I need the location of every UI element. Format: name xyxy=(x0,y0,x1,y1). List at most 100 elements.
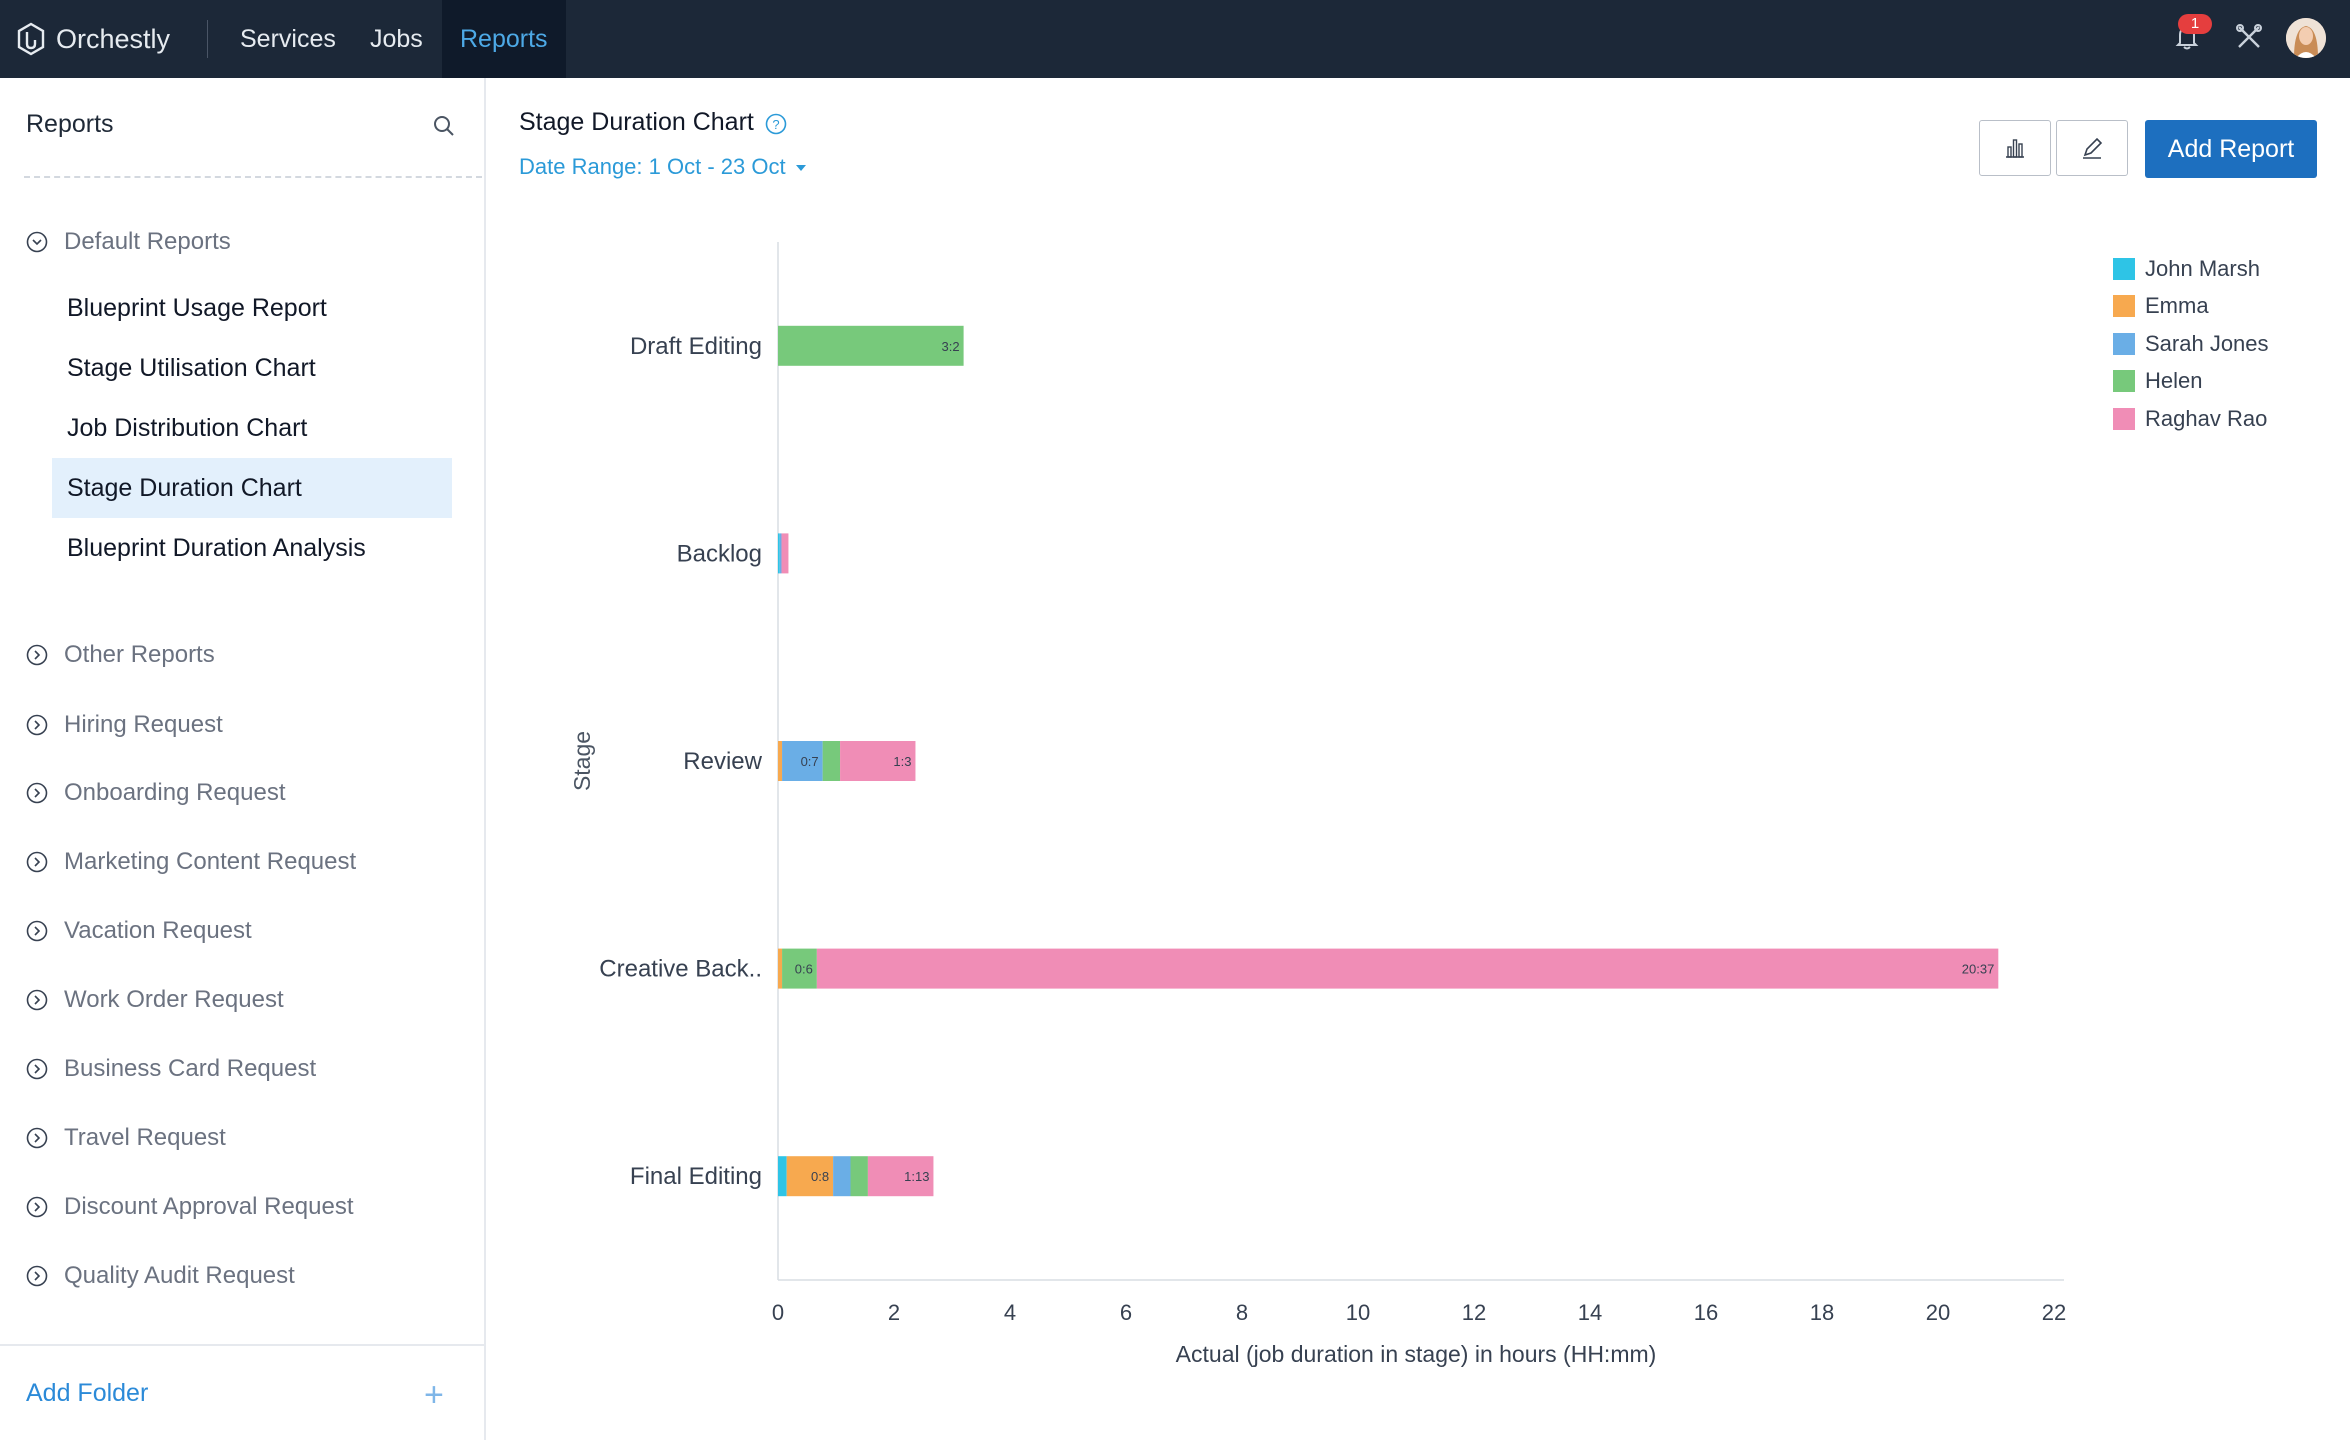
folder-vacation-request[interactable]: Vacation Request xyxy=(26,917,252,945)
legend-label: Raghav Rao xyxy=(2145,405,2268,431)
folder-label: Hiring Request xyxy=(64,711,223,738)
bar-segment-raghav-rao xyxy=(781,533,789,574)
folder-label: Discount Approval Request xyxy=(64,1193,354,1220)
legend-item[interactable]: Raghav Rao xyxy=(2113,400,2269,438)
folder-label: Default Reports xyxy=(64,228,231,255)
legend-swatch xyxy=(2113,370,2135,393)
sidebar-footer-divider xyxy=(0,1344,484,1346)
folder-hiring-request[interactable]: Hiring Request xyxy=(26,711,223,739)
nav-reports[interactable]: Reports xyxy=(442,0,566,78)
legend-label: Emma xyxy=(2145,293,2209,319)
report-blueprint-duration[interactable]: Blueprint Duration Analysis xyxy=(67,534,366,562)
date-range-label: Date Range: 1 Oct - 23 Oct xyxy=(519,154,786,179)
folder-label: Onboarding Request xyxy=(64,779,286,806)
svg-text:?: ? xyxy=(772,117,779,132)
report-job-distribution[interactable]: Job Distribution Chart xyxy=(67,414,308,442)
add-folder-plus-icon[interactable]: + xyxy=(424,1376,444,1414)
bar-segment-sarah-jones xyxy=(782,741,823,781)
y-category-label: Final Editing xyxy=(630,1163,762,1190)
report-blueprint-usage[interactable]: Blueprint Usage Report xyxy=(67,294,327,322)
chevron-down-icon xyxy=(26,231,48,253)
bar-segment-helen xyxy=(778,325,964,366)
y-axis-title: Stage xyxy=(569,731,595,791)
folder-label: Work Order Request xyxy=(64,986,284,1013)
y-category-label: Creative Back.. xyxy=(599,956,762,983)
folder-work-order-request[interactable]: Work Order Request xyxy=(26,986,284,1014)
bar-segment-sarah-jones xyxy=(833,1156,851,1197)
nav-services[interactable]: Services xyxy=(240,25,336,53)
legend-item[interactable]: John Marsh xyxy=(2113,250,2269,288)
folder-label: Travel Request xyxy=(64,1124,226,1151)
bar-segment-john-marsh xyxy=(778,533,780,574)
brand[interactable]: Orchestly xyxy=(16,18,170,60)
bar-segment-emma xyxy=(778,948,783,989)
help-icon[interactable]: ? xyxy=(765,113,787,135)
chevron-right-icon xyxy=(26,714,48,736)
add-report-button[interactable]: Add Report xyxy=(2145,120,2317,178)
folder-marketing-content-request[interactable]: Marketing Content Request xyxy=(26,848,356,876)
bar-segment-helen xyxy=(782,948,817,989)
x-axis-title: Actual (job duration in stage) in hours … xyxy=(1176,1341,1657,1367)
folder-onboarding-request[interactable]: Onboarding Request xyxy=(26,779,285,807)
y-category-label: Draft Editing xyxy=(630,333,762,360)
x-tick-label: 12 xyxy=(1462,1300,1486,1325)
bar-data-label: 0:6 xyxy=(795,962,813,977)
legend-swatch xyxy=(2113,332,2135,355)
chevron-right-icon xyxy=(26,851,48,873)
folder-default-reports[interactable]: Default Reports xyxy=(26,228,231,256)
bar-data-label: 3:2 xyxy=(942,339,960,354)
stage-duration-chart: 0 2 4 6 8 10 12 14 16 18 20 22 Actual (job duration … xyxy=(569,242,2066,1367)
chevron-right-icon xyxy=(26,1265,48,1287)
sidebar-divider xyxy=(24,176,482,178)
folder-label: Vacation Request xyxy=(64,917,252,944)
chart-type-button[interactable] xyxy=(1979,120,2051,176)
caret-down-icon xyxy=(795,165,806,172)
legend-label: Helen xyxy=(2145,368,2203,394)
folder-other-reports[interactable]: Other Reports xyxy=(26,641,215,669)
legend-swatch xyxy=(2113,407,2135,430)
bar-data-label: 1:13 xyxy=(904,1169,929,1184)
reports-sidebar: Reports Default Reports Blueprint Usage … xyxy=(0,78,486,1440)
orchestly-logo-icon xyxy=(17,22,45,56)
folder-quality-audit-request[interactable]: Quality Audit Request xyxy=(26,1262,295,1290)
user-avatar[interactable] xyxy=(2286,18,2326,58)
x-tick-label: 8 xyxy=(1236,1300,1248,1325)
legend-item[interactable]: Sarah Jones xyxy=(2113,325,2269,363)
nav-divider xyxy=(207,20,208,58)
legend-item[interactable]: Emma xyxy=(2113,288,2269,326)
x-tick-label: 2 xyxy=(888,1300,900,1325)
edit-report-button[interactable] xyxy=(2056,120,2128,176)
legend-swatch xyxy=(2113,295,2135,318)
top-navigation-bar: Orchestly Services Jobs Reports 1 xyxy=(0,0,2350,78)
chart-legend: John Marsh Emma Sarah Jones Helen Raghav Rao xyxy=(2113,250,2269,438)
chevron-right-icon xyxy=(26,644,48,666)
y-category-label: Backlog xyxy=(677,540,762,567)
search-icon[interactable] xyxy=(432,114,456,138)
bar-segment-sarah-jones xyxy=(779,533,782,574)
date-range-dropdown[interactable]: Date Range: 1 Oct - 23 Oct xyxy=(519,154,806,180)
folder-label: Quality Audit Request xyxy=(64,1262,295,1289)
folder-business-card-request[interactable]: Business Card Request xyxy=(26,1055,316,1083)
bar-segment-raghav-rao xyxy=(867,1156,934,1197)
report-stage-duration[interactable]: Stage Duration Chart xyxy=(52,458,452,518)
folder-label: Other Reports xyxy=(64,641,215,668)
bar-segment-raghav-rao xyxy=(816,948,1999,989)
legend-label: John Marsh xyxy=(2145,255,2260,281)
legend-swatch xyxy=(2113,257,2135,280)
nav-jobs[interactable]: Jobs xyxy=(370,25,423,53)
x-tick-label: 4 xyxy=(1004,1300,1016,1325)
y-category-label: Review xyxy=(683,748,762,775)
chevron-right-icon xyxy=(26,989,48,1011)
report-stage-utilisation[interactable]: Stage Utilisation Chart xyxy=(67,354,316,382)
folder-travel-request[interactable]: Travel Request xyxy=(26,1124,226,1152)
x-tick-label: 16 xyxy=(1694,1300,1718,1325)
x-tick-label: 18 xyxy=(1810,1300,1834,1325)
tools-icon[interactable] xyxy=(2232,20,2266,54)
add-folder-link[interactable]: Add Folder xyxy=(26,1379,149,1407)
app-name: Orchestly xyxy=(56,23,171,54)
folder-discount-approval-request[interactable]: Discount Approval Request xyxy=(26,1193,354,1221)
legend-item[interactable]: Helen xyxy=(2113,363,2269,401)
x-tick-label: 14 xyxy=(1578,1300,1602,1325)
bar-segment-raghav-rao xyxy=(840,741,916,781)
x-tick-label: 22 xyxy=(2042,1300,2066,1325)
